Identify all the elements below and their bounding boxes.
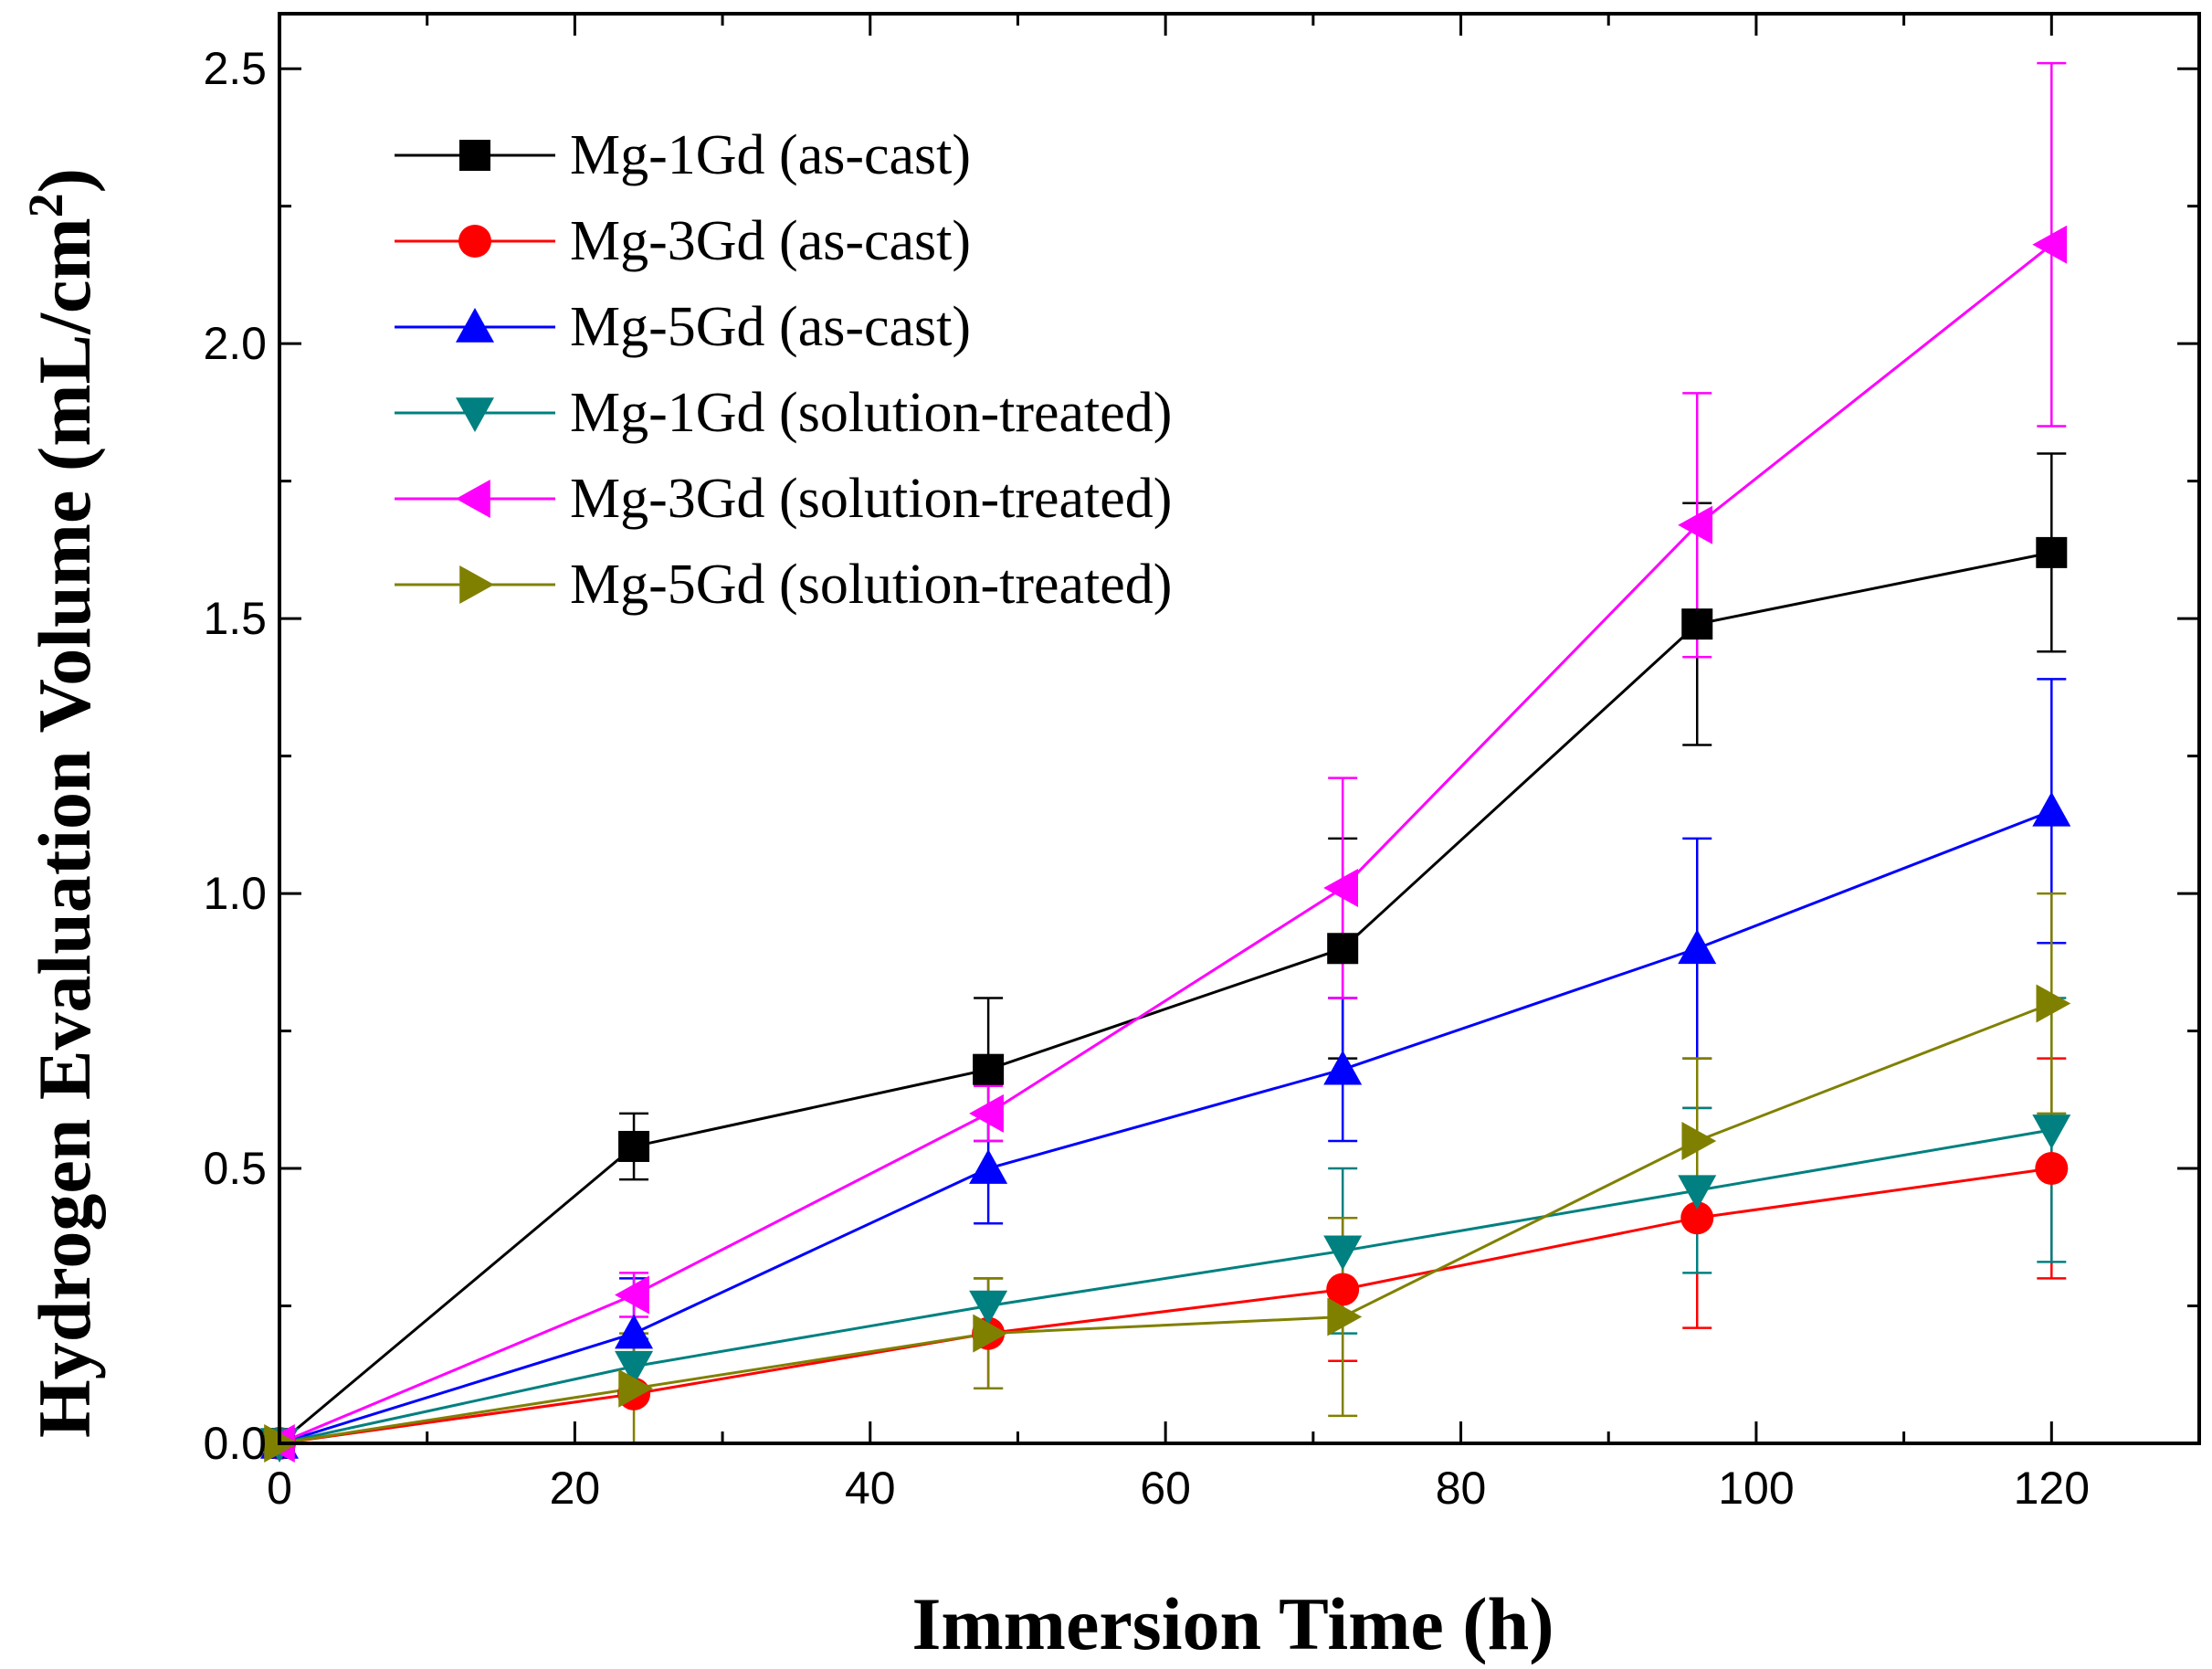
y-tick-label: 2.0 xyxy=(203,318,267,369)
tick-labels-layer: 0 20 40 60 80 100 120 0.0 0.5 1.0 1.5 2.0 2.5 xyxy=(203,43,2090,1514)
x-tick-label: 100 xyxy=(1718,1463,1794,1514)
legend-marker xyxy=(456,308,494,343)
series-line-6 xyxy=(279,1002,2052,1445)
y-tick-label: 1.5 xyxy=(203,593,267,644)
data-point xyxy=(1681,1121,1717,1160)
y-axis-title-suffix: ) xyxy=(23,168,106,193)
x-tick-label: 80 xyxy=(1436,1463,1487,1514)
legend-label: Mg-5Gd (as-cast) xyxy=(570,296,971,358)
series-line-2 xyxy=(279,1167,2052,1445)
y-tick-label: 0.0 xyxy=(203,1418,267,1469)
data-point xyxy=(1327,933,1359,965)
data-point xyxy=(1680,1201,1714,1235)
x-tick-label: 40 xyxy=(845,1463,896,1514)
data-point xyxy=(1323,869,1358,908)
y-axis-title-superscript: 2 xyxy=(18,193,73,217)
x-tick-label: 20 xyxy=(550,1463,601,1514)
legend-marker xyxy=(459,140,490,171)
data-point xyxy=(618,1368,654,1408)
data-point xyxy=(2032,225,2068,264)
x-tick-label: 120 xyxy=(2014,1463,2090,1514)
data-point xyxy=(1678,505,1713,544)
legend-label: Mg-3Gd (as-cast) xyxy=(570,210,971,272)
data-point xyxy=(2032,791,2071,827)
x-tick-label: 60 xyxy=(1140,1463,1191,1514)
data-point xyxy=(2035,1152,2069,1186)
data-point xyxy=(1681,608,1713,640)
series-line-4 xyxy=(279,1128,2052,1445)
legend-label: Mg-3Gd (solution-treated) xyxy=(570,468,1172,530)
legend-label: Mg-1Gd (as-cast) xyxy=(570,124,971,186)
data-point xyxy=(1327,1297,1363,1336)
data-point xyxy=(615,1314,654,1349)
data-point xyxy=(1678,1175,1717,1210)
y-tick-label: 0.5 xyxy=(203,1143,267,1194)
data-point xyxy=(618,1130,650,1162)
data-point xyxy=(973,1053,1005,1085)
legend-marker xyxy=(458,225,491,258)
data-point xyxy=(2036,984,2071,1023)
y-axis-title-main: Hydrogen Evaluation Volume (mL/cm xyxy=(23,217,106,1438)
legend-label: Mg-5Gd (solution-treated) xyxy=(570,554,1172,616)
axis-ticks-layer xyxy=(278,14,2199,1445)
legend-marker xyxy=(459,565,494,604)
series-line-5 xyxy=(279,243,2053,1445)
legend-marker xyxy=(456,397,494,432)
data-point xyxy=(1326,1273,1360,1306)
plot-frame xyxy=(278,12,2201,1445)
data-point xyxy=(973,1314,1008,1353)
data-point xyxy=(2036,536,2068,568)
y-axis-title: Hydrogen Evaluation Volume (mL/cm2) xyxy=(18,168,106,1438)
legend-marker xyxy=(456,480,490,518)
series-lines-layer xyxy=(279,243,2053,1445)
data-point xyxy=(615,1350,654,1386)
plot-frame-layer xyxy=(278,12,2201,1445)
data-point xyxy=(969,1290,1008,1326)
y-tick-label: 2.5 xyxy=(203,43,267,94)
data-point xyxy=(969,1149,1008,1184)
data-point xyxy=(969,1093,1004,1133)
legend: Mg-1Gd (as-cast) Mg-3Gd (as-cast) Mg-5Gd (… xyxy=(395,124,1172,616)
data-point xyxy=(1323,1235,1363,1271)
legend-label: Mg-1Gd (solution-treated) xyxy=(570,382,1172,444)
y-tick-label: 1.0 xyxy=(203,868,267,919)
data-point xyxy=(615,1275,649,1315)
x-tick-label: 0 xyxy=(267,1463,292,1514)
series-line-1 xyxy=(279,551,2052,1445)
data-point xyxy=(2032,1114,2071,1149)
x-axis-title: Immersion Time (h) xyxy=(911,1582,1554,1664)
data-point xyxy=(1323,1050,1363,1085)
data-point xyxy=(1678,929,1717,965)
series-line-3 xyxy=(279,809,2052,1445)
